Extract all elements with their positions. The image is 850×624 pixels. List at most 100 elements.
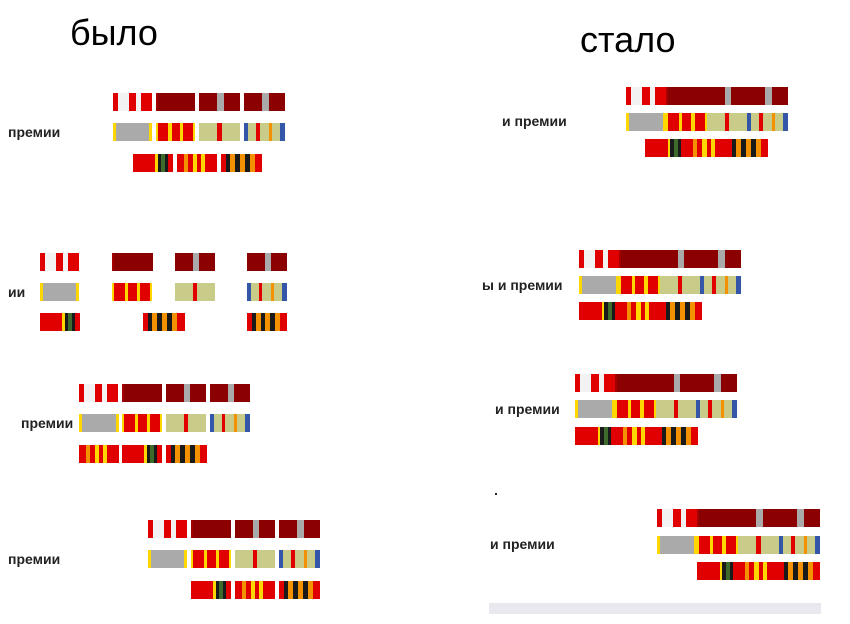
ribbon-stripe	[644, 276, 649, 294]
ribbon-stripe	[666, 113, 669, 131]
ribbon-stripe	[579, 302, 603, 320]
ribbon-stripe	[727, 139, 733, 157]
ribbon-stripe	[632, 276, 636, 294]
ribbon-stripe	[160, 414, 162, 432]
ribbon-stripe	[260, 313, 266, 331]
ribbon-stripe	[307, 581, 314, 599]
ribbon-red-orange	[686, 139, 727, 157]
ribbon-stripe	[193, 550, 205, 568]
ribbon-stripe	[221, 154, 227, 172]
ribbon-stripe	[680, 374, 696, 392]
ribbon-stripe	[710, 536, 714, 554]
ribbon-stripe	[40, 253, 46, 271]
ribbon-stripe	[765, 87, 773, 105]
ribbon-stripe	[201, 154, 206, 172]
ribbon-stripe	[600, 427, 605, 445]
ribbon-stripe	[762, 113, 773, 131]
ribbon-stripe	[242, 581, 247, 599]
ribbon-stripe	[725, 536, 737, 554]
ribbon-stripe	[40, 313, 63, 331]
ribbon-stripe	[725, 113, 730, 131]
ribbon-stripe	[797, 562, 804, 580]
ribbon-red-yellow	[191, 550, 231, 568]
ribbon-stripe	[718, 250, 726, 268]
ribbon-stripe	[679, 113, 683, 131]
ribbon-stripe	[788, 562, 794, 580]
ribbon-red-orange	[79, 445, 119, 463]
ribbon-red-green-black	[697, 562, 738, 580]
ribbon-stripe	[279, 550, 284, 568]
ribbon-stripe	[210, 414, 215, 432]
ribbon-stripe	[591, 374, 600, 392]
ribbon-red-yellow	[697, 536, 738, 554]
ribbon-stripe	[103, 445, 108, 463]
ribbon-stripe	[629, 113, 664, 131]
ribbon-stripe	[72, 313, 76, 331]
ribbon-stripe	[617, 400, 629, 418]
ribbon-red-orange	[616, 427, 657, 445]
ribbon-red-white	[79, 384, 118, 402]
ribbon-stripe	[711, 400, 722, 418]
ribbon-stripe	[627, 302, 632, 320]
ribbon-stripe	[244, 93, 263, 111]
ribbon-stripe	[148, 550, 152, 568]
ribbon-stripe	[684, 302, 691, 320]
label-after-1: и премии	[502, 113, 567, 129]
ribbon-stripe	[259, 581, 264, 599]
ribbon-stripe	[682, 276, 700, 294]
ribbon-stripe	[199, 93, 218, 111]
ribbon-dark-red-gray	[738, 509, 779, 527]
ribbon-stripe	[179, 445, 186, 463]
ribbon-stripe	[812, 562, 820, 580]
ribbon-stripe	[722, 562, 727, 580]
ribbon-stripe	[68, 253, 79, 271]
ribbon-stripe	[79, 384, 85, 402]
ribbon-stripe	[582, 276, 617, 294]
ribbon-stripe	[303, 520, 320, 538]
ribbon-stripe	[657, 536, 661, 554]
ribbon-dark-red-gray	[707, 87, 747, 105]
ribbon-stripe	[677, 139, 682, 157]
ribbon-stripe	[259, 283, 263, 301]
ribbon-stripe	[696, 400, 701, 418]
ribbon-stripe	[684, 250, 700, 268]
ribbon-stripe	[653, 400, 656, 418]
ribbon-stripe	[575, 400, 579, 418]
ribbon-stripe	[645, 139, 669, 157]
ribbon-stripe	[735, 536, 738, 554]
ribbon-stripe	[172, 313, 178, 331]
ribbon-stripe	[647, 276, 659, 294]
ribbon-red-yellow	[156, 123, 195, 141]
ribbon-stripe	[628, 400, 632, 418]
ribbon-stripe	[215, 581, 220, 599]
ribbon-stripe	[621, 276, 633, 294]
ribbon-stripe	[681, 139, 686, 157]
ribbon-dark-red	[666, 87, 707, 105]
ribbon-stripe	[803, 536, 808, 554]
ribbon-stripe	[779, 536, 784, 554]
ribbon-stripe	[102, 384, 108, 402]
ribbon-stripe	[670, 427, 677, 445]
ribbon-stripe	[657, 427, 663, 445]
ribbon-stripe	[725, 87, 732, 105]
ribbon-khaki-blue	[779, 536, 820, 554]
ribbon-red-white	[657, 509, 697, 527]
ribbon-stripe	[723, 400, 733, 418]
ribbon-stripe	[271, 253, 287, 271]
ribbon-stripe	[184, 384, 191, 402]
ribbon-red-orange	[738, 562, 779, 580]
ribbon-stripe	[180, 123, 184, 141]
ribbon-stripe	[685, 509, 697, 527]
ribbon-red-green-black	[645, 139, 686, 157]
ribbon-stripe	[163, 520, 172, 538]
ribbon-red-orange	[620, 302, 661, 320]
ribbon-stripe	[183, 123, 194, 141]
ribbon-stripe	[157, 445, 162, 463]
ribbon-stripe	[756, 536, 762, 554]
ribbon-stripe	[205, 154, 217, 172]
ribbon-stripe	[166, 445, 172, 463]
ribbon-stripe	[280, 123, 285, 141]
ribbon-black-orange	[779, 562, 820, 580]
ribbon-stripe	[133, 154, 156, 172]
ribbon-red-white	[579, 250, 619, 268]
